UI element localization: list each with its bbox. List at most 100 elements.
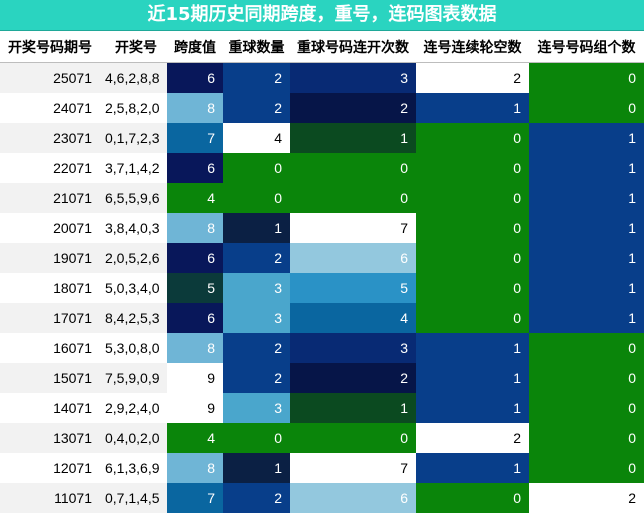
table-row: 17071 8,4,2,5,3 6 3 4 0 1	[0, 303, 644, 333]
repeat-streak-cell: 7	[290, 213, 416, 243]
consecutive-groups-cell: 1	[529, 153, 644, 183]
repeat-count-cell: 2	[223, 243, 290, 273]
repeat-streak-cell: 6	[290, 483, 416, 513]
header-span: 跨度值	[167, 31, 223, 62]
table-row: 20071 3,8,4,0,3 8 1 7 0 1	[0, 213, 644, 243]
numbers-cell: 8,4,2,5,3	[100, 303, 167, 333]
repeat-count-cell: 1	[223, 453, 290, 483]
consecutive-gap-cell: 0	[416, 303, 529, 333]
page-title: 近15期历史同期跨度，重号，连码图表数据	[0, 0, 644, 31]
period-cell: 15071	[0, 363, 100, 393]
repeat-streak-cell: 0	[290, 423, 416, 453]
numbers-cell: 5,0,3,4,0	[100, 273, 167, 303]
span-cell: 9	[167, 393, 223, 423]
consecutive-groups-cell: 0	[529, 333, 644, 363]
span-cell: 7	[167, 123, 223, 153]
table-row: 14071 2,9,2,4,0 9 3 1 1 0	[0, 393, 644, 423]
repeat-count-cell: 3	[223, 393, 290, 423]
numbers-cell: 5,3,0,8,0	[100, 333, 167, 363]
numbers-cell: 0,1,7,2,3	[100, 123, 167, 153]
repeat-streak-cell: 6	[290, 243, 416, 273]
repeat-streak-cell: 3	[290, 63, 416, 93]
period-cell: 11071	[0, 483, 100, 513]
repeat-count-cell: 2	[223, 483, 290, 513]
table-body: 25071 4,6,2,8,8 6 2 3 2 0 24071 2,5,8,2,0 8 2 2 1 0 23…	[0, 63, 644, 513]
repeat-streak-cell: 3	[290, 333, 416, 363]
consecutive-gap-cell: 0	[416, 273, 529, 303]
repeat-count-cell: 0	[223, 423, 290, 453]
numbers-cell: 3,8,4,0,3	[100, 213, 167, 243]
repeat-count-cell: 2	[223, 333, 290, 363]
consecutive-groups-cell: 0	[529, 363, 644, 393]
period-cell: 18071	[0, 273, 100, 303]
period-cell: 23071	[0, 123, 100, 153]
table-row: 22071 3,7,1,4,2 6 0 0 0 1	[0, 153, 644, 183]
table-row: 23071 0,1,7,2,3 7 4 1 0 1	[0, 123, 644, 153]
repeat-streak-cell: 0	[290, 183, 416, 213]
consecutive-gap-cell: 0	[416, 183, 529, 213]
repeat-streak-cell: 2	[290, 93, 416, 123]
numbers-cell: 2,9,2,4,0	[100, 393, 167, 423]
table-row: 19071 2,0,5,2,6 6 2 6 0 1	[0, 243, 644, 273]
period-cell: 17071	[0, 303, 100, 333]
repeat-streak-cell: 4	[290, 303, 416, 333]
consecutive-groups-cell: 0	[529, 453, 644, 483]
span-cell: 6	[167, 243, 223, 273]
span-cell: 6	[167, 153, 223, 183]
numbers-cell: 6,5,5,9,6	[100, 183, 167, 213]
consecutive-groups-cell: 0	[529, 423, 644, 453]
repeat-streak-cell: 7	[290, 453, 416, 483]
consecutive-groups-cell: 1	[529, 123, 644, 153]
repeat-count-cell: 0	[223, 183, 290, 213]
table-row: 11071 0,7,1,4,5 7 2 6 0 2	[0, 483, 644, 513]
table-row: 12071 6,1,3,6,9 8 1 7 1 0	[0, 453, 644, 483]
repeat-streak-cell: 1	[290, 123, 416, 153]
table-row: 16071 5,3,0,8,0 8 2 3 1 0	[0, 333, 644, 363]
repeat-streak-cell: 2	[290, 363, 416, 393]
consecutive-gap-cell: 1	[416, 393, 529, 423]
consecutive-groups-cell: 0	[529, 393, 644, 423]
numbers-cell: 3,7,1,4,2	[100, 153, 167, 183]
consecutive-groups-cell: 0	[529, 93, 644, 123]
period-cell: 20071	[0, 213, 100, 243]
consecutive-gap-cell: 0	[416, 483, 529, 513]
consecutive-gap-cell: 1	[416, 333, 529, 363]
consecutive-gap-cell: 0	[416, 213, 529, 243]
repeat-count-cell: 1	[223, 213, 290, 243]
consecutive-gap-cell: 2	[416, 423, 529, 453]
repeat-count-cell: 2	[223, 63, 290, 93]
span-cell: 6	[167, 303, 223, 333]
repeat-count-cell: 2	[223, 363, 290, 393]
span-cell: 8	[167, 453, 223, 483]
repeat-count-cell: 3	[223, 273, 290, 303]
period-cell: 16071	[0, 333, 100, 363]
data-table: 开奖号码期号 开奖号 跨度值 重球数量 重球号码连开次数 连号连续轮空数 连号号…	[0, 31, 644, 513]
table-row: 21071 6,5,5,9,6 4 0 0 0 1	[0, 183, 644, 213]
consecutive-groups-cell: 1	[529, 273, 644, 303]
repeat-streak-cell: 0	[290, 153, 416, 183]
period-cell: 21071	[0, 183, 100, 213]
consecutive-groups-cell: 1	[529, 183, 644, 213]
table-row: 13071 0,4,0,2,0 4 0 0 2 0	[0, 423, 644, 453]
table-row: 25071 4,6,2,8,8 6 2 3 2 0	[0, 63, 644, 93]
table-row: 15071 7,5,9,0,9 9 2 2 1 0	[0, 363, 644, 393]
numbers-cell: 0,7,1,4,5	[100, 483, 167, 513]
numbers-cell: 6,1,3,6,9	[100, 453, 167, 483]
header-consecutive-gap: 连号连续轮空数	[416, 31, 529, 62]
span-cell: 8	[167, 333, 223, 363]
consecutive-gap-cell: 0	[416, 123, 529, 153]
numbers-cell: 2,5,8,2,0	[100, 93, 167, 123]
period-cell: 12071	[0, 453, 100, 483]
span-cell: 6	[167, 63, 223, 93]
period-cell: 24071	[0, 93, 100, 123]
period-cell: 14071	[0, 393, 100, 423]
repeat-count-cell: 0	[223, 153, 290, 183]
span-cell: 7	[167, 483, 223, 513]
span-cell: 8	[167, 213, 223, 243]
period-cell: 13071	[0, 423, 100, 453]
repeat-streak-cell: 1	[290, 393, 416, 423]
span-cell: 4	[167, 183, 223, 213]
consecutive-gap-cell: 0	[416, 243, 529, 273]
span-cell: 8	[167, 93, 223, 123]
consecutive-groups-cell: 2	[529, 483, 644, 513]
